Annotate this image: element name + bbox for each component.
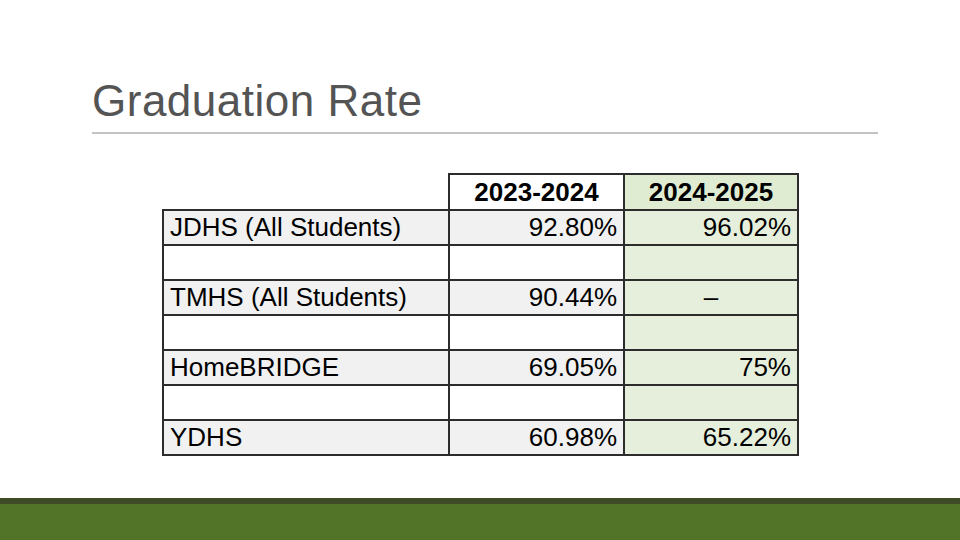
header-2024-2025: 2024-2025 [624,174,798,210]
value-2023-2024 [449,245,624,280]
slide-canvas: Graduation Rate 2023-2024 2024-2025 JDHS… [0,0,960,540]
value-2023-2024: 69.05% [449,350,624,385]
table-row-ydhs: YDHS 60.98% 65.22% [163,420,798,455]
header-2023-2024: 2023-2024 [449,174,624,210]
value-2024-2025: 75% [624,350,798,385]
row-label: HomeBRIDGE [163,350,449,385]
graduation-rate-table: 2023-2024 2024-2025 JDHS (All Students) … [162,173,799,456]
row-label [163,315,449,350]
value-2023-2024: 92.80% [449,210,624,245]
row-label: JDHS (All Students) [163,210,449,245]
footer-bar [0,504,960,540]
row-label [163,385,449,420]
table-row-homebridge: HomeBRIDGE 69.05% 75% [163,350,798,385]
value-2024-2025: 65.22% [624,420,798,455]
table-header-row: 2023-2024 2024-2025 [163,174,798,210]
title-divider [92,132,878,134]
value-2024-2025 [624,385,798,420]
value-2024-2025: – [624,280,798,315]
value-2024-2025: 96.02% [624,210,798,245]
table-spacer-row [163,245,798,280]
row-label: YDHS [163,420,449,455]
slide-title: Graduation Rate [92,76,422,126]
value-2023-2024: 90.44% [449,280,624,315]
value-2023-2024: 60.98% [449,420,624,455]
row-label [163,245,449,280]
table-spacer-row [163,385,798,420]
row-label: TMHS (All Students) [163,280,449,315]
value-2024-2025 [624,315,798,350]
value-2024-2025 [624,245,798,280]
value-2023-2024 [449,315,624,350]
value-2023-2024 [449,385,624,420]
header-empty-cell [163,174,449,210]
table-row-tmhs: TMHS (All Students) 90.44% – [163,280,798,315]
table-row-jdhs: JDHS (All Students) 92.80% 96.02% [163,210,798,245]
table-spacer-row [163,315,798,350]
